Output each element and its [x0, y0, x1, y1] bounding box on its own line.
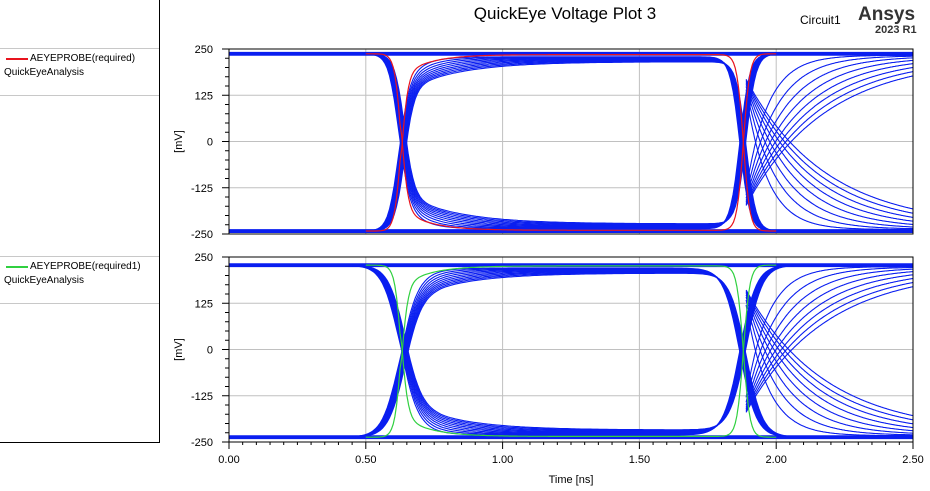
x-tick-label: 1.50 — [629, 454, 650, 466]
required-trace — [365, 54, 777, 232]
eye-trace — [745, 277, 913, 411]
legend-name: AEYEPROBE(required1) — [30, 261, 141, 272]
design-name: Circuit1 — [800, 13, 841, 27]
x-tick-label: 0.00 — [218, 454, 239, 466]
eye-trace — [745, 296, 913, 434]
y-tick-label: 125 — [195, 298, 213, 310]
eye-panel-2[interactable]: 250 125 0 -125 -250 [mV] 0.00 0.50 1.00 1.50 2.00 2… — [173, 252, 924, 486]
eye-trace — [745, 75, 913, 206]
required-trace — [365, 53, 777, 231]
y-axis-title: [mV] — [173, 338, 185, 361]
y-tick-label: 250 — [195, 252, 213, 264]
eye-trace — [745, 289, 913, 417]
eye-trace — [745, 286, 913, 413]
eye-trace — [745, 82, 913, 222]
eye-trace — [352, 53, 913, 225]
plot-frame — [228, 48, 914, 235]
brand-logo: Ansys — [858, 4, 916, 25]
brand-version: 2023 R1 — [875, 24, 917, 36]
y-tick-label: -250 — [191, 229, 213, 241]
eye-trace — [745, 271, 913, 408]
y-tick-label: 250 — [195, 44, 213, 56]
eye-trace — [745, 281, 913, 412]
eye-trace — [745, 63, 913, 203]
legend-analysis: QuickEyeAnalysis — [4, 275, 85, 286]
y-tick-label: 0 — [207, 137, 213, 149]
eye-trace — [745, 94, 913, 231]
legend-swatch-green — [6, 266, 28, 268]
legend-entry-required[interactable]: AEYEPROBE(required) QuickEyeAnalysis — [0, 48, 159, 96]
eye-trace — [745, 80, 913, 214]
eye-trace — [745, 86, 913, 228]
eye-trace — [745, 274, 913, 410]
eye-trace — [352, 272, 913, 438]
eye-trace — [745, 294, 913, 432]
x-tick-label: 2.50 — [902, 454, 923, 466]
y-tick-label: -125 — [191, 391, 213, 403]
x-tick-label: 2.00 — [765, 454, 786, 466]
eye-trace — [745, 266, 913, 398]
eye-trace — [745, 291, 913, 425]
required-trace — [365, 264, 777, 437]
legend-divider — [0, 256, 159, 257]
eye-trace — [745, 55, 913, 196]
eye-trace — [745, 71, 913, 205]
legend-entry-required1[interactable]: AEYEPROBE(required1) QuickEyeAnalysis — [0, 256, 159, 304]
x-tick-label: 1.00 — [492, 454, 513, 466]
eye-trace — [745, 290, 913, 421]
eye-trace — [745, 304, 913, 437]
legend-divider — [0, 95, 159, 96]
y-tick-label: 125 — [195, 90, 213, 102]
plot-title: QuickEye Voltage Plot 3 — [473, 4, 657, 23]
eye-trace — [745, 59, 913, 201]
eye-trace — [745, 81, 913, 218]
eye-panel-1[interactable]: 250 125 0 -125 -250 [mV] — [173, 44, 914, 241]
eye-trace — [745, 293, 913, 429]
eye-trace — [745, 89, 913, 230]
eye-trace — [352, 61, 913, 232]
y-tick-label: -250 — [191, 437, 213, 449]
required-trace — [365, 265, 777, 438]
legend-panel: AEYEPROBE(required) QuickEyeAnalysis AEY… — [0, 0, 160, 443]
legend-swatch-red — [6, 58, 28, 60]
eye-trace — [745, 266, 913, 403]
y-axis-title: [mV] — [173, 130, 185, 153]
eye-trace — [745, 299, 913, 436]
eye-trace — [745, 57, 913, 199]
eye-traces — [229, 263, 913, 440]
legend-divider — [0, 48, 159, 49]
eye-trace — [745, 54, 913, 191]
legend-name: AEYEPROBE(required) — [30, 53, 136, 64]
legend-divider — [0, 303, 159, 304]
y-tick-label: -125 — [191, 183, 213, 195]
eye-trace — [352, 264, 913, 431]
legend-analysis: QuickEyeAnalysis — [4, 67, 85, 78]
eye-trace — [745, 79, 913, 210]
eye-trace — [745, 84, 913, 226]
eye-traces — [229, 51, 913, 233]
y-tick-label: 0 — [207, 345, 213, 357]
x-tick-label: 0.50 — [355, 454, 376, 466]
eye-trace — [745, 66, 913, 204]
eye-trace — [745, 268, 913, 406]
x-axis-title: Time [ns] — [549, 474, 594, 486]
